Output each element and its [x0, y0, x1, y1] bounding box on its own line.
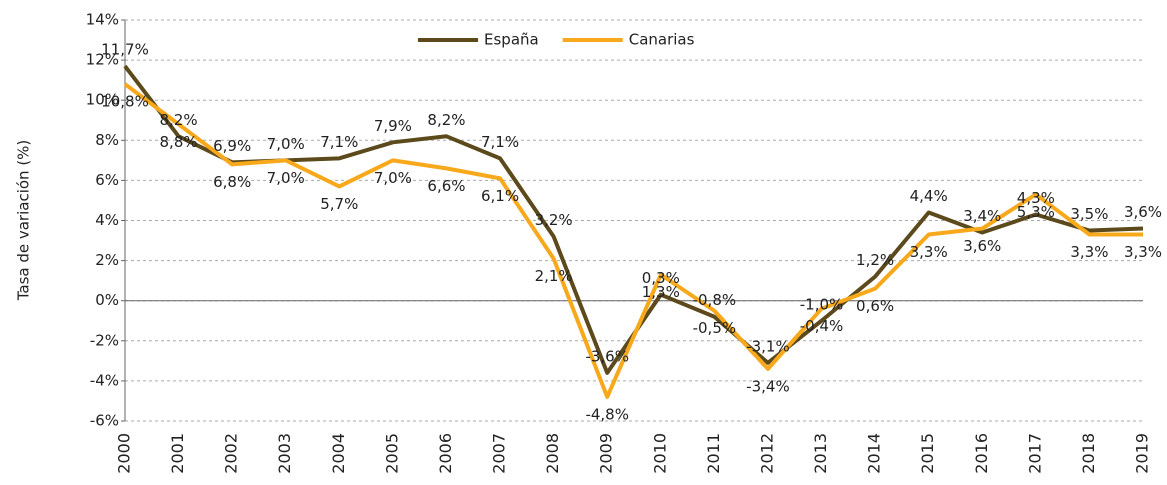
data-label: -3,4%: [746, 377, 790, 395]
y-tick-label: -6%: [90, 412, 119, 430]
x-tick-label: 2006: [436, 433, 455, 474]
y-tick-label: 10%: [86, 91, 119, 109]
data-label: 6,6%: [427, 177, 465, 195]
x-tick-label: 2010: [650, 433, 669, 474]
y-tick-label: 2%: [95, 251, 119, 269]
data-label: 7,0%: [267, 135, 305, 153]
data-label: 5,3%: [1017, 203, 1055, 221]
y-tick-label: 0%: [95, 291, 119, 309]
legend-label: Canarias: [629, 31, 695, 49]
x-tick-label: 2019: [1133, 433, 1152, 474]
x-tick-label: 2009: [597, 433, 616, 474]
data-label: 7,9%: [374, 117, 412, 135]
data-label: 4,4%: [910, 187, 948, 205]
y-tick-label: 14%: [86, 11, 119, 29]
data-label: 3,5%: [1070, 205, 1108, 223]
data-label: 4,3%: [1017, 189, 1055, 207]
x-tick-label: 2007: [490, 433, 509, 474]
data-label: 0,3%: [642, 269, 680, 287]
data-label: 6,9%: [213, 137, 251, 155]
y-tick-label: 6%: [95, 171, 119, 189]
x-tick-label: 2001: [168, 433, 187, 474]
x-tick-label: 2003: [275, 433, 294, 474]
data-label: 8,8%: [160, 133, 198, 151]
data-label: 6,1%: [481, 187, 519, 205]
data-label: -3,1%: [746, 337, 790, 355]
data-label: 3,6%: [963, 237, 1001, 255]
data-label: -4,8%: [585, 405, 629, 423]
data-label: 6,8%: [213, 173, 251, 191]
x-tick-label: 2011: [704, 433, 723, 474]
x-tick-label: 2016: [972, 433, 991, 474]
data-label: 1,3%: [642, 283, 680, 301]
x-tick-label: 2014: [865, 433, 884, 474]
x-tick-label: 2013: [811, 433, 830, 474]
data-label: 10,8%: [101, 93, 149, 111]
x-tick-label: 2005: [382, 433, 401, 474]
data-label: 3,6%: [1124, 203, 1162, 221]
data-label: -0,8%: [693, 291, 737, 309]
y-tick-label: 8%: [95, 131, 119, 149]
data-label: 3,3%: [1070, 243, 1108, 261]
data-label: 1,2%: [856, 251, 894, 269]
x-tick-label: 2002: [222, 433, 241, 474]
x-tick-label: 2004: [329, 433, 348, 474]
data-label: 8,2%: [427, 111, 465, 129]
data-label: -0,4%: [800, 317, 844, 335]
data-label: 3,3%: [910, 243, 948, 261]
series-line: [123, 82, 1143, 399]
data-label: 3,4%: [963, 207, 1001, 225]
x-tick-label: 2015: [918, 433, 937, 474]
data-label: 11,7%: [101, 41, 149, 59]
data-label: 0,6%: [856, 297, 894, 315]
data-label: 7,1%: [320, 133, 358, 151]
x-tick-label: 2018: [1079, 433, 1098, 474]
data-label: 3,2%: [535, 211, 573, 229]
x-tick-label: 2008: [543, 433, 562, 474]
data-label: -1,0%: [800, 295, 844, 313]
x-tick-label: 2000: [115, 433, 134, 474]
data-label: 7,0%: [267, 169, 305, 187]
data-label: 8,2%: [160, 111, 198, 129]
data-label: 7,1%: [481, 133, 519, 151]
y-tick-label: 4%: [95, 211, 119, 229]
data-label: -0,5%: [693, 319, 737, 337]
x-tick-label: 2017: [1025, 433, 1044, 474]
x-tick-label: 2012: [757, 433, 776, 474]
y-tick-label: -2%: [90, 331, 119, 349]
data-label: 3,3%: [1124, 243, 1162, 261]
y-axis-title: Tasa de variación (%): [15, 140, 33, 302]
legend-label: España: [484, 31, 539, 49]
data-label: 5,7%: [320, 195, 358, 213]
data-label: 7,0%: [374, 169, 412, 187]
y-tick-label: 12%: [86, 51, 119, 69]
data-label: -3,6%: [585, 347, 629, 365]
data-label: 2,1%: [535, 267, 573, 285]
y-tick-label: -4%: [90, 371, 119, 389]
